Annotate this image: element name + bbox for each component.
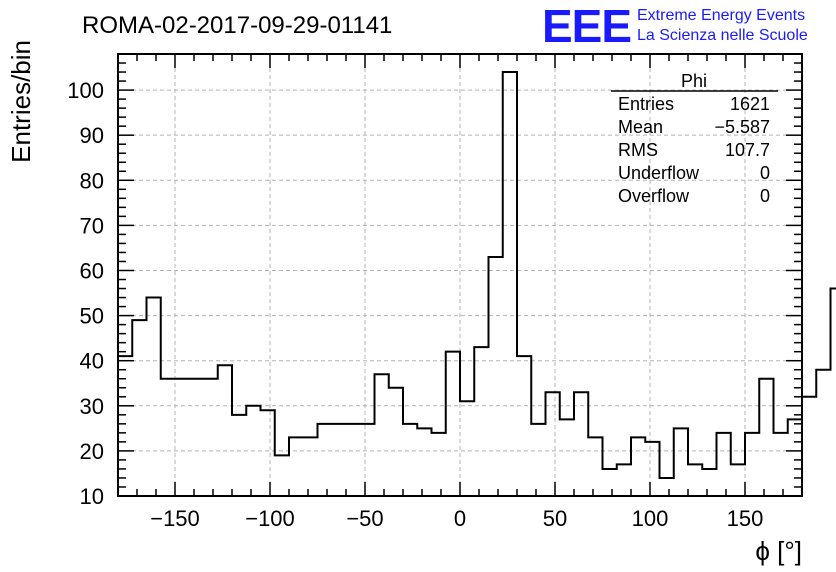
stats-rows: Entries 1621 Mean −5.587 RMS 107.7 Underflow 0 O…: [618, 94, 770, 206]
y-tick-label: 50: [80, 304, 104, 329]
stats-row-value: 0: [760, 163, 770, 183]
y-tick-label: 90: [80, 123, 104, 148]
x-tick-label: 50: [543, 506, 567, 531]
y-tick-label: 30: [80, 394, 104, 419]
eee-logo: EEE Extreme Energy Events La Scienza nel…: [542, 0, 808, 52]
x-tick-label: −150: [150, 506, 200, 531]
stats-row-value: 0: [760, 186, 770, 206]
y-tick-label: 10: [80, 484, 104, 509]
stats-row-value: 1621: [730, 94, 770, 114]
logo-line-2: La Scienza nelle Scuole: [637, 27, 808, 44]
x-axis-label: ϕ [°]: [755, 536, 802, 566]
x-tick-labels: −150 −100 −50 0 50 100 150: [150, 506, 763, 531]
x-tick-label: −100: [245, 506, 295, 531]
y-tick-label: 100: [67, 78, 104, 103]
y-tick-labels: 10 20 30 40 50 60 70 80 90 100: [67, 78, 104, 509]
stats-row-label: Mean: [618, 117, 663, 137]
stats-row-label: Overflow: [618, 186, 690, 206]
stats-row-value: 107.7: [725, 140, 770, 160]
grid-lines: [118, 54, 802, 497]
logo-line-1: Extreme Energy Events: [637, 7, 805, 24]
stats-row-value: −5.587: [714, 117, 770, 137]
y-tick-label: 20: [80, 439, 104, 464]
stats-row-label: Entries: [618, 94, 674, 114]
histogram-series: [118, 71, 836, 479]
y-tick-label: 80: [80, 168, 104, 193]
y-tick-label: 70: [80, 213, 104, 238]
stats-title: Phi: [681, 71, 707, 91]
chart-title: ROMA-02-2017-09-29-01141: [82, 12, 392, 39]
stats-row-label: Underflow: [618, 163, 700, 183]
logo-mark: EEE: [542, 0, 631, 52]
axis-ticks: [117, 53, 803, 497]
stats-box: Phi Entries 1621 Mean −5.587 RMS 107.7 Underfl…: [611, 71, 778, 206]
x-tick-label: 150: [727, 506, 764, 531]
y-tick-label: 40: [80, 349, 104, 374]
y-tick-label: 60: [80, 258, 104, 283]
y-axis-label: Entries/bin: [6, 40, 36, 163]
x-tick-label: 0: [454, 506, 466, 531]
x-tick-label: 100: [632, 506, 669, 531]
x-tick-label: −50: [346, 506, 383, 531]
stats-row-label: RMS: [618, 140, 658, 160]
